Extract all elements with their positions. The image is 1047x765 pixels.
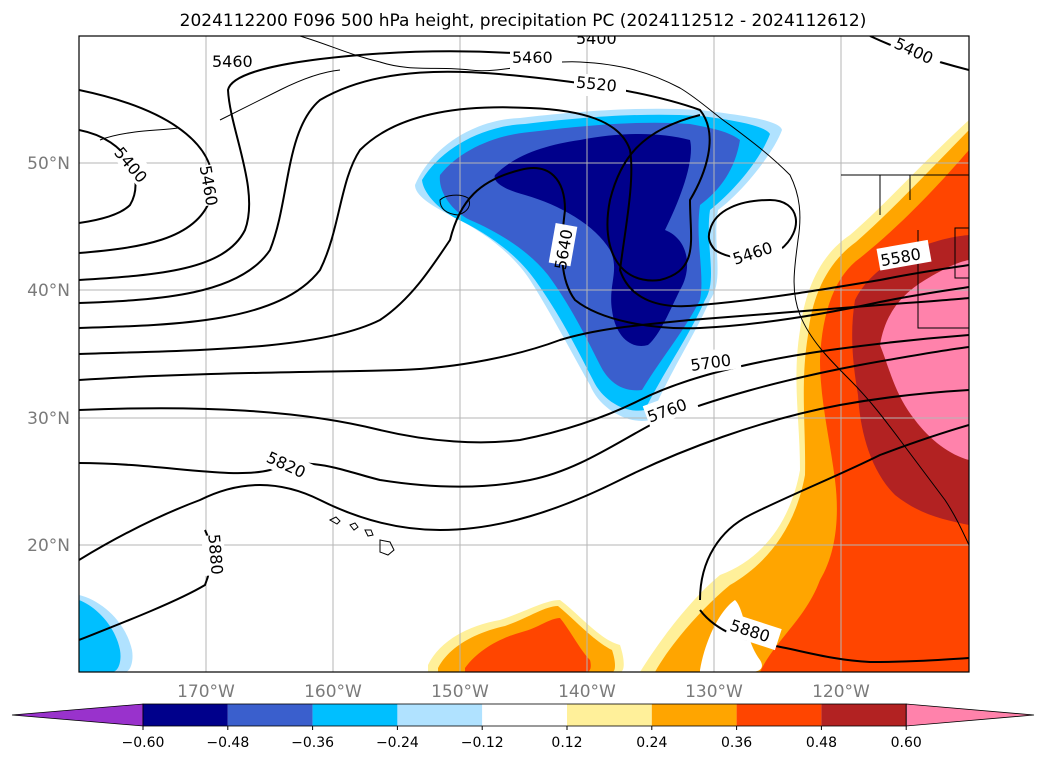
colorbar-extend-high: [905, 703, 1035, 727]
colorbar-segment: [482, 704, 567, 726]
colorbar-segment: [821, 704, 907, 726]
neg-anomaly-max: [494, 134, 691, 346]
contour-label: 5460: [512, 48, 553, 67]
pos-anomaly-hawaii-red: [465, 618, 591, 672]
lon-axis: 170°W 160°W 150°W 140°W 130°W 120°W: [177, 682, 870, 702]
lon-label: 170°W: [177, 682, 235, 702]
colorbar-segment: [567, 704, 652, 726]
colorbar-segment: [736, 704, 822, 726]
colorbar-tick-label: −0.48: [206, 735, 249, 751]
colorbar-segment: [143, 704, 228, 726]
colorbar-border: [142, 703, 907, 727]
map-content: 5400 5460 5460 5520 5400 5400 5460 5460 …: [79, 29, 969, 672]
map-frame: [78, 35, 970, 673]
colorbar-segment: [227, 704, 313, 726]
contour-label: 5400: [576, 29, 617, 48]
neg-anomaly-sw: [79, 600, 121, 672]
colorbar-tick-label: −0.12: [461, 735, 504, 751]
colorbar-tick-label: −0.60: [122, 735, 165, 751]
pos-anomaly-pink: [880, 260, 969, 460]
colorbar-tick-label: 0.48: [806, 735, 837, 751]
colorbar-segment: [651, 704, 737, 726]
colorbar-segment: [397, 704, 483, 726]
colorbar-tick-label: 0.60: [891, 735, 922, 751]
lon-label: 160°W: [304, 682, 362, 702]
lat-label: 50°N: [27, 154, 70, 174]
lat-axis: 20°N 30°N 40°N 50°N: [27, 154, 70, 556]
colorbar-tick-label: 0.12: [551, 735, 582, 751]
colorbar-tick-label: −0.24: [376, 735, 419, 751]
height-contours: [79, 36, 969, 664]
colorbar-segment: [312, 704, 398, 726]
coastlines: [99, 36, 969, 556]
lon-label: 120°W: [812, 682, 870, 702]
colorbar-tick-label: 0.36: [721, 735, 752, 751]
colorbar-extend-low: [11, 703, 144, 727]
lat-label: 40°N: [27, 281, 70, 301]
contour-label-group: 5400 5460 5460 5520 5400 5400 5460 5460 …: [110, 29, 945, 651]
colorbar-tick-label: 0.24: [636, 735, 667, 751]
contour-label: 5460: [212, 52, 253, 71]
map-title: 2024112200 F096 500 hPa height, precipit…: [180, 11, 867, 31]
contour-label: 5880: [204, 533, 226, 575]
contour-label: 5520: [575, 73, 617, 96]
colorbar-tick-label: −0.36: [291, 735, 334, 751]
pos-anomaly-hole: [700, 600, 762, 672]
lon-label: 150°W: [431, 682, 489, 702]
lat-label: 30°N: [27, 409, 70, 429]
lon-label: 130°W: [685, 682, 743, 702]
lat-label: 20°N: [27, 536, 70, 556]
colorbar: −0.60 −0.48 −0.36 −0.24 −0.12 0.12 0.24 0.36 0.4…: [11, 703, 1035, 751]
lon-label: 140°W: [558, 682, 616, 702]
